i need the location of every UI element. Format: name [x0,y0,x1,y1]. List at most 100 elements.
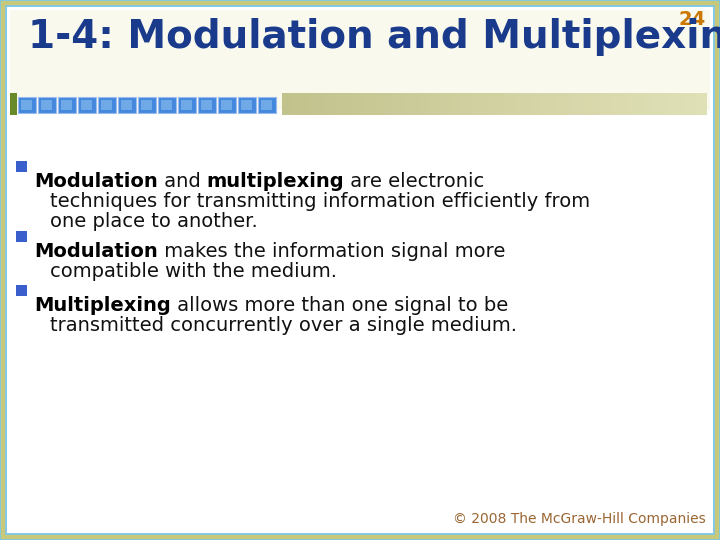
Bar [399,93,405,115]
Bar [574,93,580,115]
Bar [319,93,325,115]
Bar [483,93,489,115]
Bar [366,93,373,115]
Text: compatible with the medium.: compatible with the medium. [50,262,337,281]
Bar [505,93,510,115]
Bar [425,93,431,115]
Bar [595,93,600,115]
Bar [181,100,192,110]
Bar [98,97,116,113]
Bar [637,93,643,115]
Bar [10,10,710,110]
Bar [325,93,330,115]
Bar [584,93,590,115]
Bar [21,100,32,110]
Bar [241,100,252,110]
Bar [351,93,356,115]
Bar [58,97,76,113]
Bar [16,161,27,172]
Bar [499,93,505,115]
Bar [383,93,389,115]
Bar [361,93,367,115]
Bar [18,97,36,113]
Bar [531,93,537,115]
Bar [178,97,196,113]
Bar [473,93,479,115]
Text: allows more than one signal to be: allows more than one signal to be [171,296,508,315]
Bar [372,93,378,115]
Bar [648,93,654,115]
Bar [489,93,495,115]
Bar [308,93,315,115]
Bar [557,93,563,115]
Bar [446,93,452,115]
Bar [341,93,346,115]
Text: © 2008 The McGraw-Hill Companies: © 2008 The McGraw-Hill Companies [454,512,706,526]
Bar [664,93,670,115]
Bar [441,93,447,115]
Bar [81,100,92,110]
Text: multiplexing: multiplexing [207,172,344,191]
Bar [218,97,236,113]
Bar [658,93,664,115]
Bar [238,97,256,113]
Bar [674,93,680,115]
Bar [541,93,547,115]
Bar [690,93,696,115]
Bar [356,93,362,115]
Bar [611,93,616,115]
Bar [516,93,521,115]
Text: Multiplexing: Multiplexing [34,296,171,315]
Bar [261,100,272,110]
Text: Modulation: Modulation [34,172,158,191]
Bar [118,97,136,113]
Bar [158,97,176,113]
Bar [626,93,632,115]
Bar [198,97,216,113]
Bar [101,100,112,110]
Bar [431,93,436,115]
Bar [642,93,648,115]
Text: makes the information signal more: makes the information signal more [158,242,505,261]
Bar [16,231,27,242]
Bar [38,97,56,113]
Bar [330,93,336,115]
Text: and: and [158,172,207,191]
Bar [221,100,232,110]
Bar [314,93,320,115]
Bar [590,93,595,115]
Bar [41,100,52,110]
Bar [521,93,526,115]
Bar [632,93,638,115]
Bar [292,93,298,115]
Bar [680,93,685,115]
Bar [303,93,309,115]
Bar [138,97,156,113]
Bar [16,285,27,296]
Bar [393,93,399,115]
Bar [696,93,701,115]
Bar [121,100,132,110]
Bar [579,93,585,115]
Text: transmitted concurrently over a single medium.: transmitted concurrently over a single m… [50,316,517,335]
Bar [436,93,441,115]
Bar [653,93,659,115]
Bar [61,100,72,110]
Bar [606,93,611,115]
Bar [78,97,96,113]
Bar [10,93,17,115]
Bar [701,93,706,115]
Bar [462,93,468,115]
Bar [467,93,473,115]
Bar [201,100,212,110]
Bar [415,93,420,115]
Bar [377,93,383,115]
Bar [616,93,621,115]
Bar [404,93,410,115]
Bar [568,93,574,115]
Bar [420,93,426,115]
Bar [457,93,463,115]
Bar [298,93,304,115]
Bar [685,93,690,115]
Text: Modulation: Modulation [34,242,158,261]
